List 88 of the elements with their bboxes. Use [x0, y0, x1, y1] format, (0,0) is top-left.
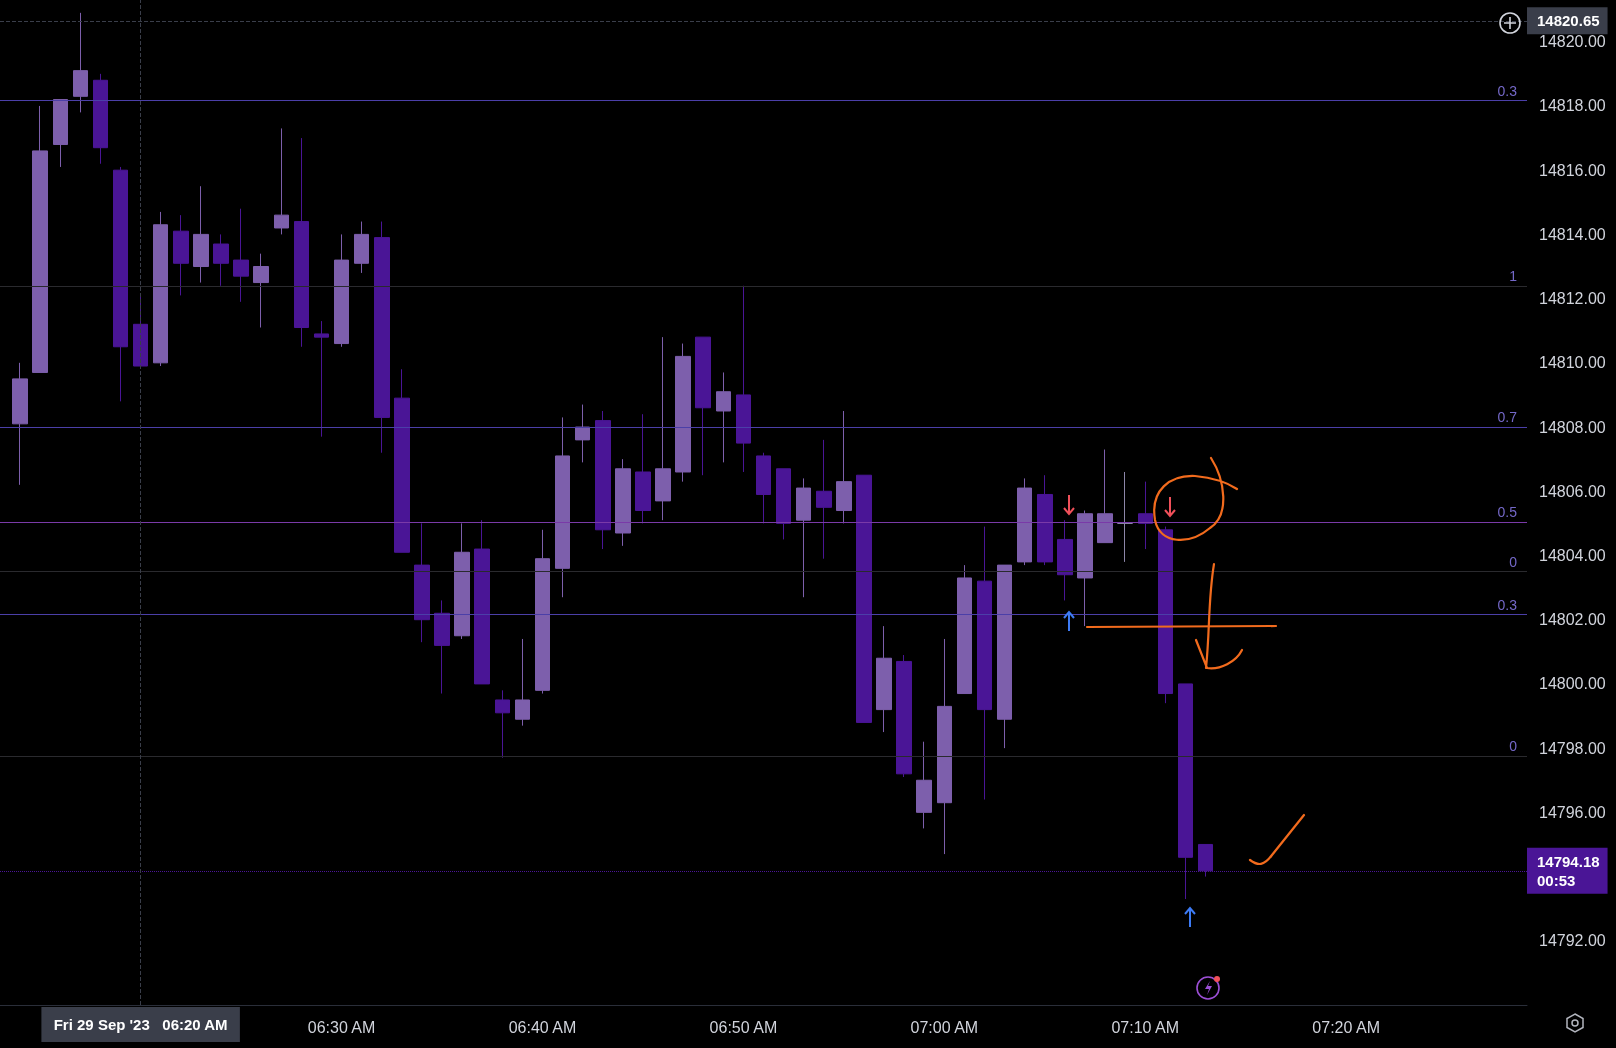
candlestick [133, 294, 148, 367]
candlestick [716, 371, 731, 463]
candlestick [1097, 449, 1113, 544]
x-tick-label: 07:10 AM [1111, 1018, 1180, 1036]
candlestick [495, 689, 510, 759]
y-tick-label: 14800.00 [1539, 675, 1606, 693]
y-tick-label: 14804.00 [1539, 546, 1606, 564]
y-tick-label: 14812.00 [1539, 290, 1606, 308]
candlestick [635, 413, 651, 524]
candlestick [655, 336, 671, 521]
candlestick [856, 474, 872, 723]
candlestick [977, 526, 992, 800]
candlestick [776, 468, 791, 540]
candlestick [294, 137, 309, 348]
x-tick-label: 06:40 AM [508, 1018, 577, 1036]
candlestick [334, 233, 349, 348]
candlestick [1017, 477, 1032, 566]
candlestick [515, 638, 530, 727]
candlestick [595, 410, 611, 550]
candlestick [153, 211, 168, 367]
candlestick [193, 185, 209, 284]
candlestick [12, 362, 28, 486]
candlestick [816, 439, 832, 560]
candlestick [113, 166, 128, 402]
candlestick [213, 233, 229, 287]
candlestick [695, 336, 711, 476]
candlestick [93, 73, 108, 165]
y-tick-label: 14802.00 [1539, 611, 1606, 629]
candlestick [1117, 471, 1133, 563]
annotation: 0.3 [1497, 82, 1518, 99]
x-tick-label: 07:20 AM [1312, 1018, 1380, 1036]
y-tick-label: 14792.00 [1539, 932, 1606, 950]
annotation: 0 [1509, 553, 1518, 570]
candlestick [73, 12, 88, 113]
candlestick [53, 99, 68, 168]
candlestick [896, 654, 912, 778]
ref-line-label: Fri 29 Sep '23 06:20 AM [53, 1016, 228, 1033]
candlestick [555, 416, 570, 598]
annotation: 0 [1509, 738, 1518, 755]
y-tick-label: 14818.00 [1539, 97, 1606, 115]
annotation: 0.7 [1497, 409, 1518, 426]
candlestick [1138, 481, 1153, 550]
candlestick [756, 452, 771, 524]
candlestick [916, 741, 932, 829]
candlestick [1037, 474, 1053, 566]
annotation: 1 [1509, 267, 1518, 284]
y-tick-label: 14808.00 [1539, 418, 1606, 436]
y-tick-label: 14820.00 [1539, 33, 1606, 51]
candlestick [233, 208, 249, 303]
candlestick [414, 522, 430, 643]
candlestick [314, 320, 329, 438]
candlestick [957, 564, 972, 695]
y-tick-label: 14806.00 [1539, 482, 1606, 500]
candlestick [836, 410, 852, 524]
candlestick [173, 214, 189, 296]
candlestick [374, 221, 390, 454]
candlestick [1057, 519, 1073, 601]
candlestick [1158, 526, 1173, 704]
ref-line-label: 14820.65 [1537, 12, 1600, 30]
candlestick [535, 529, 550, 695]
candlestick [615, 458, 631, 547]
y-tick-label: 14798.00 [1539, 739, 1606, 757]
ref-line-label: 14794.18 00:53 [1537, 852, 1600, 889]
y-tick-label: 14796.00 [1539, 803, 1606, 821]
y-tick-label: 14816.00 [1539, 161, 1606, 179]
candlestick [454, 522, 470, 640]
candlestick [876, 625, 892, 733]
candlestick [736, 285, 751, 473]
candlestick [253, 253, 269, 329]
candlestick [575, 404, 590, 463]
y-tick-label: 14810.00 [1539, 354, 1606, 372]
candlestick [394, 368, 410, 553]
x-tick-label: 07:00 AM [910, 1018, 979, 1036]
candlestick [474, 519, 490, 685]
annotation: 0.3 [1497, 596, 1518, 613]
candlestick [796, 477, 811, 598]
candlestick [354, 221, 369, 274]
candlestick [274, 127, 289, 235]
candlestick [937, 638, 952, 855]
annotation: 0.5 [1497, 503, 1518, 520]
candlestick [32, 105, 48, 373]
candlestick [997, 564, 1012, 749]
x-tick-label: 06:30 AM [307, 1018, 376, 1036]
x-tick-label: 06:50 AM [709, 1018, 778, 1036]
y-tick-label: 14814.00 [1539, 225, 1606, 243]
candlestick [1077, 510, 1093, 627]
candlestick [675, 343, 691, 483]
candlestick [434, 599, 450, 695]
